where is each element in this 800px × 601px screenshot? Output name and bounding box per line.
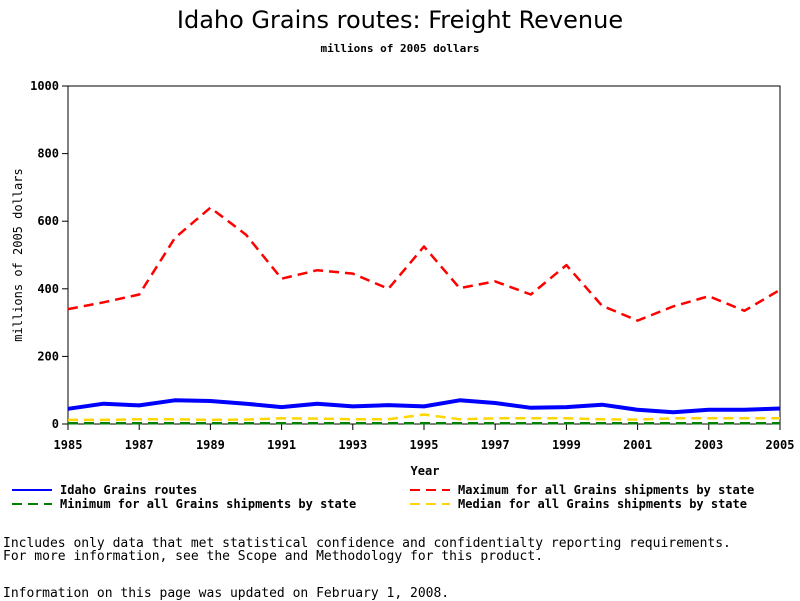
x-tick-label: 1987 (125, 438, 154, 452)
chart-title: Idaho Grains routes: Freight Revenue (176, 6, 624, 34)
x-tick-label: 1985 (54, 438, 83, 452)
x-tick-label: 1995 (410, 438, 439, 452)
y-axis-label: millions of 2005 dollars (11, 168, 25, 341)
x-tick-label: 2005 (766, 438, 795, 452)
x-tick-label: 1989 (196, 438, 225, 452)
x-tick-label: 1991 (267, 438, 296, 452)
chart-subtitle: millions of 2005 dollars (320, 42, 480, 55)
confidence-note: Includes only data that met statistical … (3, 536, 731, 551)
x-tick-label: 2001 (623, 438, 652, 452)
legend-label: Minimum for all Grains shipments by stat… (60, 497, 356, 511)
legend-label: Median for all Grains shipments by state (458, 497, 747, 511)
y-tick-label: 1000 (30, 79, 59, 93)
legend-label: Idaho Grains routes (60, 483, 197, 497)
y-tick-label: 600 (37, 214, 59, 228)
y-tick-label: 0 (52, 417, 59, 431)
x-tick-label: 1993 (338, 438, 367, 452)
y-tick-label: 200 (37, 349, 59, 363)
x-axis-label: Year (411, 464, 440, 478)
x-tick-label: 2003 (694, 438, 723, 452)
methodology-note: For more information, see the Scope and … (3, 549, 544, 564)
y-tick-label: 400 (37, 282, 59, 296)
series-line-1 (67, 206, 781, 322)
legend-label: Maximum for all Grains shipments by stat… (458, 483, 754, 497)
series-line-3 (68, 413, 780, 422)
x-tick-label: 1999 (552, 438, 581, 452)
update-note: Information on this page was updated on … (3, 586, 450, 601)
x-tick-label: 1997 (481, 438, 510, 452)
series-line-0 (67, 398, 781, 415)
plot-frame (67, 85, 781, 425)
y-tick-label: 800 (37, 147, 59, 161)
